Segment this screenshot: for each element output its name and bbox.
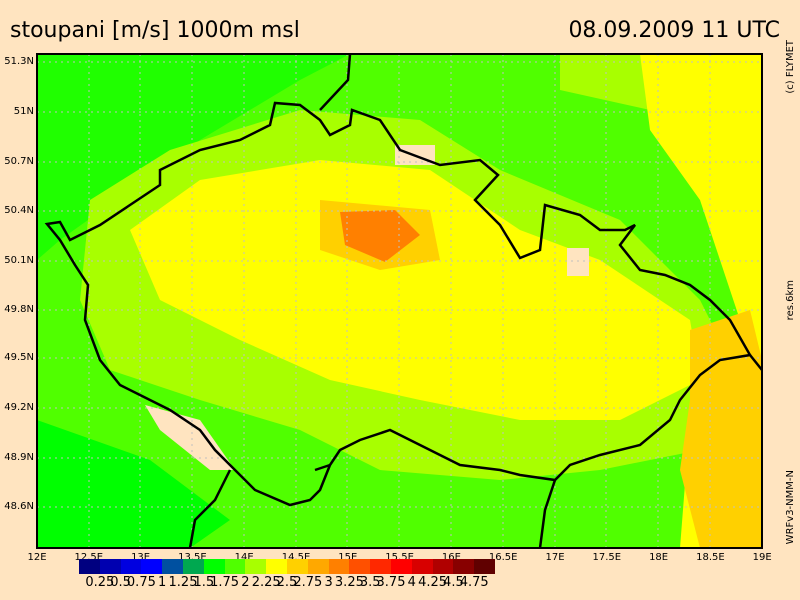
lon-label: 14.5E bbox=[281, 552, 311, 563]
legend-label: 1.75 bbox=[210, 575, 240, 590]
legend-swatch bbox=[203, 559, 225, 574]
legend-swatch bbox=[390, 559, 412, 574]
legend-swatch bbox=[245, 559, 267, 574]
lon-label: 15E bbox=[338, 552, 358, 563]
map-datetime: 08.09.2009 11 UTC bbox=[568, 18, 780, 43]
color-legend bbox=[79, 559, 495, 574]
legend-swatch bbox=[120, 559, 142, 574]
legend-swatch bbox=[349, 559, 371, 574]
legend-swatch bbox=[182, 559, 204, 574]
lat-label: 49.2N bbox=[4, 402, 34, 413]
lon-label: 16.5E bbox=[488, 552, 518, 563]
lat-label: 49.5N bbox=[4, 352, 34, 363]
legend-swatch bbox=[307, 559, 329, 574]
legend-swatch bbox=[286, 559, 308, 574]
legend-label: 0.25 bbox=[85, 575, 115, 590]
map-title: stoupani [m/s] 1000m msl bbox=[10, 18, 300, 43]
legend-label: 2.5 bbox=[276, 575, 298, 590]
field-missing bbox=[145, 405, 235, 470]
grid bbox=[37, 54, 762, 548]
lon-label: 14E bbox=[234, 552, 254, 563]
lon-label: 19E bbox=[752, 552, 772, 563]
legend-label: 3.5 bbox=[359, 575, 381, 590]
legend-swatch bbox=[224, 559, 246, 574]
legend-swatch bbox=[79, 559, 100, 574]
resolution-text: res.6km bbox=[785, 280, 796, 321]
lon-label: 12E bbox=[27, 552, 47, 563]
border-north bbox=[319, 53, 352, 111]
legend-swatch bbox=[453, 559, 475, 574]
lon-label: 13.5E bbox=[178, 552, 207, 563]
lat-label: 48.9N bbox=[4, 452, 34, 463]
lat-label: 51.3N bbox=[4, 56, 34, 67]
lon-label: 18.5E bbox=[696, 552, 725, 563]
lat-label: 49.8N bbox=[4, 304, 34, 315]
legend-swatch bbox=[432, 559, 454, 574]
lon-label: 12.5E bbox=[74, 552, 104, 563]
legend-label: 2.75 bbox=[293, 575, 323, 590]
legend-swatch bbox=[370, 559, 391, 574]
legend-label: 1.5 bbox=[193, 575, 215, 590]
legend-swatch bbox=[474, 559, 495, 574]
legend-swatch bbox=[411, 559, 433, 574]
legend-swatch bbox=[99, 559, 121, 574]
legend-label: 4.5 bbox=[443, 575, 464, 590]
field-max bbox=[340, 210, 420, 262]
lon-label: 13E bbox=[131, 552, 151, 563]
legend-label: 3.75 bbox=[376, 575, 406, 590]
legend-label: 2 bbox=[241, 575, 250, 590]
legend-label: 4 bbox=[407, 575, 416, 590]
legend-label: 1 bbox=[158, 575, 167, 590]
lat-label: 50.4N bbox=[4, 205, 34, 216]
lon-label: 15.5E bbox=[385, 552, 414, 563]
map-frame bbox=[36, 53, 763, 549]
legend-label: 0.75 bbox=[126, 575, 156, 590]
lat-label: 50.7N bbox=[4, 156, 34, 167]
credit-text: (c) FLYMET bbox=[785, 40, 796, 94]
lon-label: 18E bbox=[649, 552, 669, 563]
legend-label: 4.75 bbox=[459, 575, 489, 590]
legend-swatch bbox=[141, 559, 163, 574]
legend-label: 0.5 bbox=[110, 575, 131, 590]
model-text: WRFv3-NMM-N bbox=[785, 470, 796, 545]
legend-label: 1.25 bbox=[168, 575, 198, 590]
field-yellow bbox=[130, 160, 700, 420]
legend-swatch bbox=[162, 559, 183, 574]
lat-label: 51N bbox=[13, 106, 34, 117]
lon-label: 17.5E bbox=[592, 552, 622, 563]
lat-label: 48.6N bbox=[4, 501, 34, 512]
lon-label: 17E bbox=[545, 552, 565, 563]
legend-swatch bbox=[328, 559, 350, 574]
legend-label: 4.25 bbox=[418, 575, 448, 590]
legend-label: 3 bbox=[324, 575, 333, 590]
legend-label: 3.25 bbox=[334, 575, 364, 590]
border-south bbox=[188, 354, 763, 549]
field-orange-east bbox=[680, 310, 762, 548]
lon-label: 16E bbox=[441, 552, 461, 563]
country-border bbox=[44, 101, 752, 507]
legend-label: 2.25 bbox=[251, 575, 281, 590]
lat-label: 50.1N bbox=[4, 255, 34, 266]
legend-swatch bbox=[266, 559, 287, 574]
